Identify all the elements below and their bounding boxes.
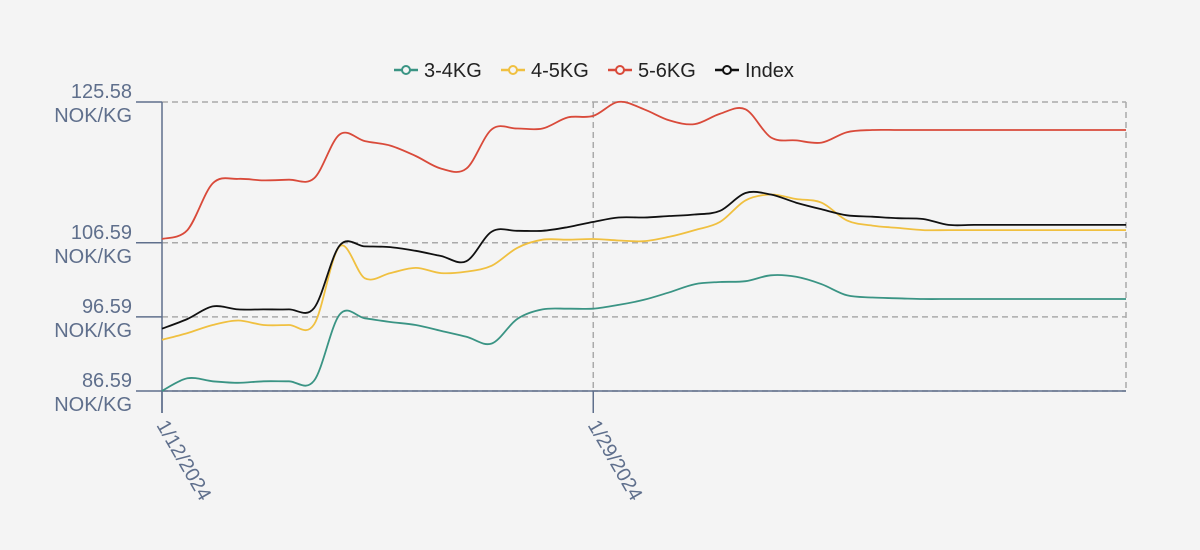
series-line-index bbox=[161, 190, 1126, 330]
legend-label: 4-5KG bbox=[531, 60, 589, 82]
legend-circle-marker bbox=[615, 65, 625, 75]
y-tick-label: 125.58 bbox=[71, 81, 132, 103]
axes: 86.59NOK/KG96.59NOK/KG106.59NOK/KG125.58… bbox=[54, 81, 1126, 505]
legend-circle-marker bbox=[722, 65, 732, 75]
legend[interactable]: 3-4KG 4-5KG 5-6KG Index bbox=[394, 60, 794, 82]
legend-label: 5-6KG bbox=[638, 60, 696, 82]
legend-item-index[interactable]: Index bbox=[715, 60, 794, 82]
y-tick-unit: NOK/KG bbox=[54, 320, 132, 342]
y-tick-label: 86.59 bbox=[82, 370, 132, 392]
legend-circle-marker bbox=[401, 65, 411, 75]
series-line-3-4kg bbox=[161, 274, 1126, 392]
y-tick-unit: NOK/KG bbox=[54, 105, 132, 127]
legend-label: 3-4KG bbox=[424, 60, 482, 82]
series-line-5-6kg bbox=[161, 100, 1126, 240]
legend-item-4-5kg[interactable]: 4-5KG bbox=[501, 60, 589, 82]
x-tick-label: 1/29/2024 bbox=[583, 417, 647, 505]
series-line-4-5kg bbox=[161, 193, 1126, 341]
legend-circle-marker bbox=[508, 65, 518, 75]
y-tick-unit: NOK/KG bbox=[54, 246, 132, 268]
grid-lines bbox=[162, 101, 1127, 392]
y-tick-label: 96.59 bbox=[82, 296, 132, 318]
y-tick-unit: NOK/KG bbox=[54, 394, 132, 416]
legend-label: Index bbox=[745, 60, 794, 82]
x-tick-label: 1/12/2024 bbox=[152, 417, 216, 505]
y-tick-label: 106.59 bbox=[71, 222, 132, 244]
legend-item-3-4kg[interactable]: 3-4KG bbox=[394, 60, 482, 82]
series-lines bbox=[161, 100, 1126, 392]
legend-item-5-6kg[interactable]: 5-6KG bbox=[608, 60, 696, 82]
